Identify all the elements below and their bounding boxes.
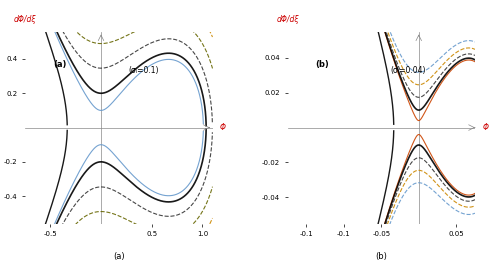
Text: Φ: Φ xyxy=(220,123,226,132)
Text: (σᵢ=0.04): (σᵢ=0.04) xyxy=(390,66,426,75)
Text: dΦ/dξ: dΦ/dξ xyxy=(276,15,299,24)
Text: Φ: Φ xyxy=(482,123,488,132)
Text: (b): (b) xyxy=(316,60,330,69)
Text: (a): (a) xyxy=(53,60,66,69)
Text: dΦ/dξ: dΦ/dξ xyxy=(14,15,36,24)
Text: (a): (a) xyxy=(113,252,124,261)
Text: (b): (b) xyxy=(376,252,387,261)
Text: (σᵢ=0.1): (σᵢ=0.1) xyxy=(128,66,158,75)
